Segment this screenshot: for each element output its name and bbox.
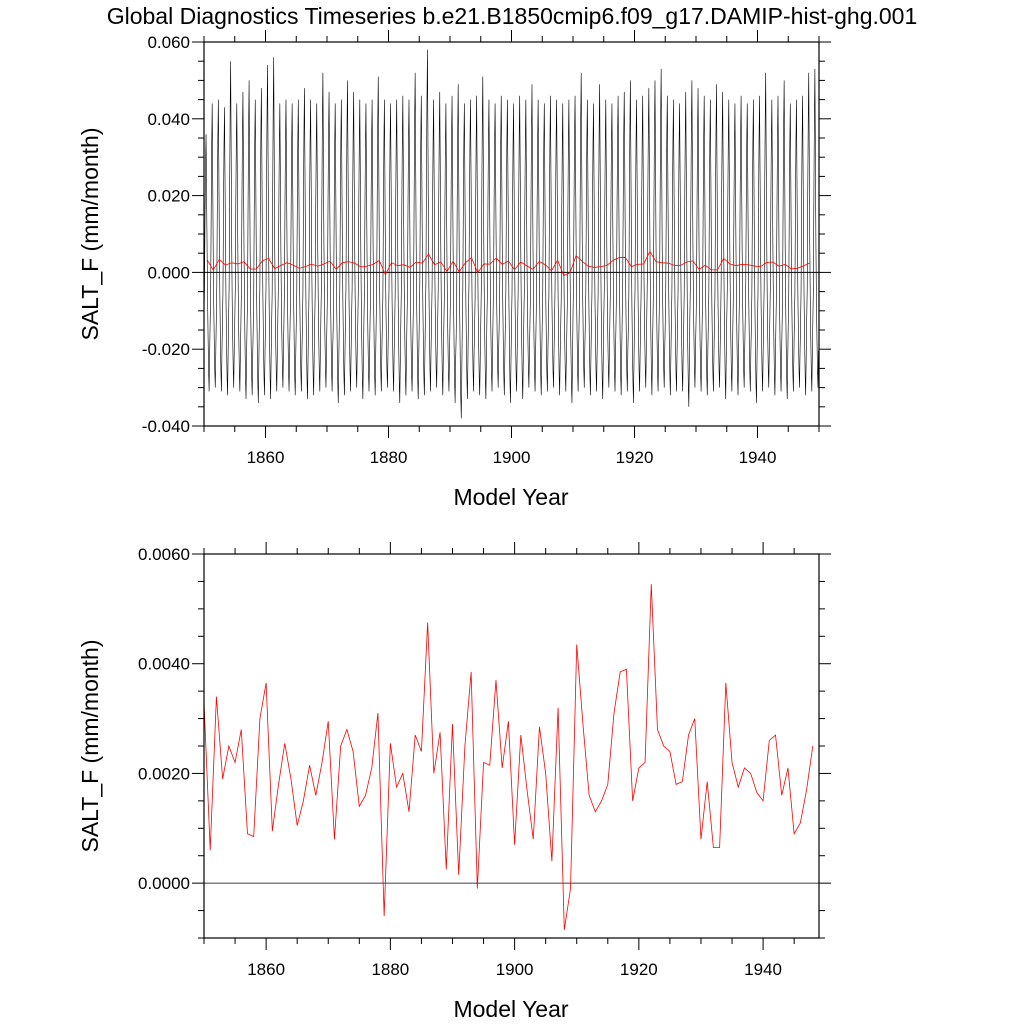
bottom-x-tick-label: 1900: [496, 960, 534, 979]
top-x-tick-label: 1860: [247, 448, 285, 467]
bottom-annual-series: [203, 584, 814, 930]
top-x-tick-label: 1880: [370, 448, 408, 467]
top-monthly-series: [203, 49, 819, 419]
bottom-x-tick-label: 1940: [744, 960, 782, 979]
top-x-axis-label: Model Year: [453, 484, 568, 510]
bottom-plot-frame: [203, 553, 820, 939]
top-y-tick-label: 0.020: [147, 187, 190, 206]
top-panel: 1860 1880 1900 1920 1940 -0.040 -0.020 0.000 0.0…: [77, 30, 831, 510]
bottom-y-tick-label: 0.0040: [138, 655, 190, 674]
bottom-y-tick-label: 0.0000: [138, 874, 190, 893]
bottom-y-tick-label: 0.0060: [138, 545, 190, 564]
top-y-tick-label: 0.000: [147, 263, 190, 282]
bottom-annual-line: [203, 584, 814, 930]
top-x-tick-label: 1940: [739, 448, 777, 467]
bottom-panel: 1860 1880 1900 1920 1940 0.0000 0.0020 0.0040 0.…: [77, 542, 831, 1022]
top-x-tick-label: 1920: [616, 448, 654, 467]
top-y-tick-label: -0.020: [142, 340, 190, 359]
top-x-tick-label: 1900: [493, 448, 531, 467]
top-monthly-line: [203, 49, 819, 419]
top-y-axis-label: SALT_F (mm/month): [77, 128, 103, 341]
figure-title: Global Diagnostics Timeseries b.e21.B185…: [107, 3, 918, 29]
bottom-y-tick-label: 0.0020: [138, 764, 190, 783]
bottom-x-tick-label: 1880: [371, 960, 409, 979]
bottom-x-tick-label: 1860: [247, 960, 285, 979]
bottom-y-axis-label: SALT_F (mm/month): [77, 640, 103, 853]
top-annual-series: [206, 250, 810, 277]
top-axes: 1860 1880 1900 1920 1940 -0.040 -0.020 0.000 0.0…: [142, 30, 831, 467]
bottom-x-axis-label: Model Year: [453, 996, 568, 1022]
top-y-tick-label: -0.040: [142, 417, 190, 436]
top-y-tick-label: 0.040: [147, 110, 190, 129]
bottom-x-tick-label: 1920: [620, 960, 658, 979]
top-annual-line: [206, 250, 810, 277]
bottom-axes: 1860 1880 1900 1920 1940 0.0000 0.0020 0.0040 0.…: [138, 542, 831, 979]
top-y-tick-label: 0.060: [147, 33, 190, 52]
top-plot-frame: [203, 41, 820, 427]
